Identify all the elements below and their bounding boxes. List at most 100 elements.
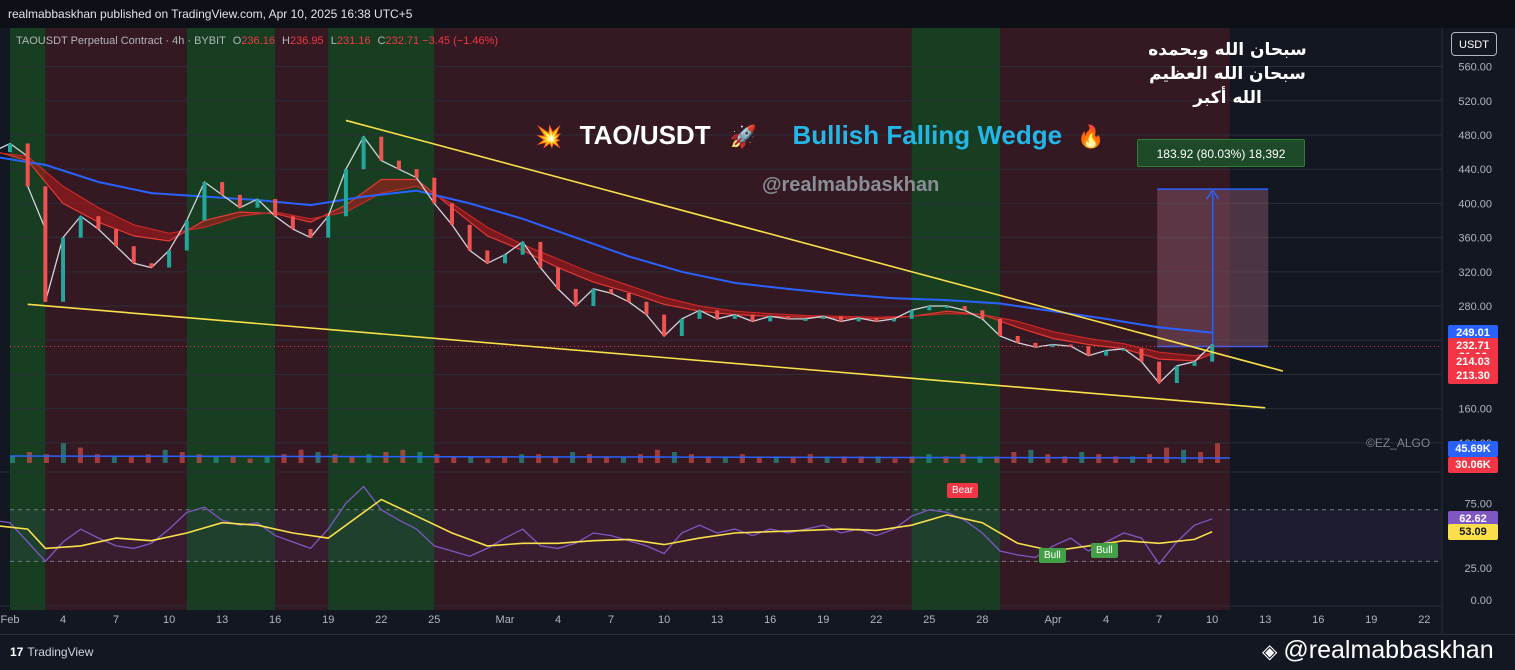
volume-bar: [94, 454, 100, 463]
volume-bar: [111, 456, 117, 463]
volume-bar: [451, 456, 457, 463]
rsi-bear-tag: Bear: [947, 483, 979, 498]
price-candle: [432, 177, 437, 204]
volume-label-ma: 45.69K: [1448, 441, 1498, 457]
pair-title: TAO/USDT: [579, 120, 711, 150]
price-label-ema-fast: 214.03: [1448, 354, 1498, 371]
open-label: O: [232, 35, 242, 47]
fire-icon: 🔥: [1077, 125, 1105, 150]
price-candle: [414, 169, 419, 178]
price-candle: [467, 224, 472, 251]
moving-average-bands: [0, 151, 1213, 362]
wedge-upper-line: [345, 119, 1284, 372]
wedge-lower-line: [27, 303, 1266, 409]
price-candle: [237, 194, 242, 208]
volume-bar: [1164, 447, 1170, 463]
volume-bar: [536, 454, 542, 463]
measure-label[interactable]: 183.92 (80.03%) 18,392: [1137, 139, 1305, 167]
volume-bar: [485, 458, 491, 463]
price-candle: [167, 250, 172, 268]
volume-bar: [1181, 449, 1187, 463]
volume-bar: [315, 452, 321, 463]
price-candle: [1139, 348, 1144, 362]
ema-mid-line: [0, 152, 1213, 357]
bear-zone: [275, 28, 329, 610]
price-candle: [697, 310, 702, 319]
price-tick-label: 400.00: [1458, 198, 1492, 210]
price-candle: [1121, 348, 1126, 351]
price-candle: [785, 316, 790, 319]
publisher-bar: realmabbaskhan published on TradingView.…: [0, 0, 1515, 28]
price-candle: [662, 314, 667, 336]
price-candle: [308, 229, 313, 238]
volume-bar: [722, 456, 728, 463]
time-tick-label: 25: [923, 614, 935, 626]
high-value: 236.95: [289, 35, 324, 47]
price-candle: [290, 216, 295, 230]
volume-bar: [994, 456, 1000, 463]
volume-bar: [349, 456, 355, 463]
price-candle: [25, 143, 30, 157]
volume-bar: [926, 454, 932, 463]
footer-bar: 17 TradingView ◈ @realmabbaskhan: [0, 634, 1515, 670]
price-candle: [1015, 335, 1020, 343]
time-tick-label: 22: [375, 614, 387, 626]
symbol-legend[interactable]: TAOUSDT Perpetual Contract · 4h · BYBIT …: [16, 35, 498, 47]
volume-bar: [230, 456, 236, 463]
price-candle: [326, 216, 331, 238]
price-candle: [1157, 361, 1162, 384]
indicator-credit: ©EZ_ALGO: [1366, 436, 1431, 450]
price-tick-label: 280.00: [1458, 301, 1492, 313]
tradingview-name: TradingView: [27, 645, 94, 659]
rsi-tick-label: 25.00: [1464, 563, 1492, 575]
rsi-label-ma: 53.09: [1448, 523, 1498, 540]
volume-bar: [1215, 443, 1221, 463]
publisher-info: realmabbaskhan published on TradingView.…: [8, 7, 413, 21]
arabic-line: الله أكبر: [1193, 88, 1262, 108]
price-candle: [962, 306, 967, 311]
bear-zone: [45, 28, 187, 610]
volume-bar: [875, 456, 881, 463]
time-tick-label: 13: [1259, 614, 1271, 626]
price-candle: [61, 237, 66, 302]
price-candle: [78, 216, 83, 238]
rsi-tick-label: 0.00: [1471, 595, 1492, 607]
explosion-icon: 💥: [535, 125, 563, 150]
time-tick-label: 4: [60, 614, 66, 626]
price-tick-label: 160.00: [1458, 404, 1492, 416]
currency-button[interactable]: USDT: [1451, 32, 1497, 56]
volume-bar: [1113, 456, 1119, 463]
arabic-annotation: سبحان الله وبحمده سبحان الله العظيم الله…: [1140, 38, 1315, 110]
volume-bar: [756, 456, 762, 463]
volume-bar: [553, 456, 559, 463]
brand-watermark: ◈ @realmabbaskhan: [1262, 636, 1494, 665]
time-tick-label: Mar: [496, 614, 515, 626]
author-handle: @realmabbaskhan: [762, 174, 940, 196]
rocket-icon: 🚀: [729, 125, 758, 150]
arabic-line: سبحان الله وبحمده: [1148, 40, 1307, 60]
price-candle: [626, 293, 631, 302]
measure-arrow-head: [1206, 188, 1220, 200]
rsi-band: [10, 509, 1442, 562]
time-tick-label: 7: [113, 614, 119, 626]
rsi-tick-label: 75.00: [1464, 498, 1492, 510]
price-candle: [980, 310, 985, 319]
price-candle: [1051, 344, 1056, 348]
price-candle: [821, 316, 826, 319]
price-tick-label: 560.00: [1458, 62, 1492, 74]
volume-bars: [9, 443, 1231, 463]
price-candle: [803, 318, 808, 321]
wedge-trendlines[interactable]: [27, 119, 1284, 409]
volume-bar: [621, 456, 626, 463]
price-candle: [273, 199, 278, 217]
volume-bar: [383, 452, 389, 463]
chart-canvas[interactable]: 560.00520.00480.00440.00400.00360.00320.…: [0, 28, 1515, 634]
time-tick-label: 7: [608, 614, 614, 626]
price-candle: [220, 182, 225, 195]
time-tick-label: 19: [817, 614, 829, 626]
bull-zone: [911, 28, 1001, 610]
tradingview-logo[interactable]: 17 TradingView: [10, 645, 93, 659]
volume-bar: [417, 452, 423, 463]
price-candle: [255, 199, 260, 208]
low-value: 231.16: [336, 35, 371, 47]
